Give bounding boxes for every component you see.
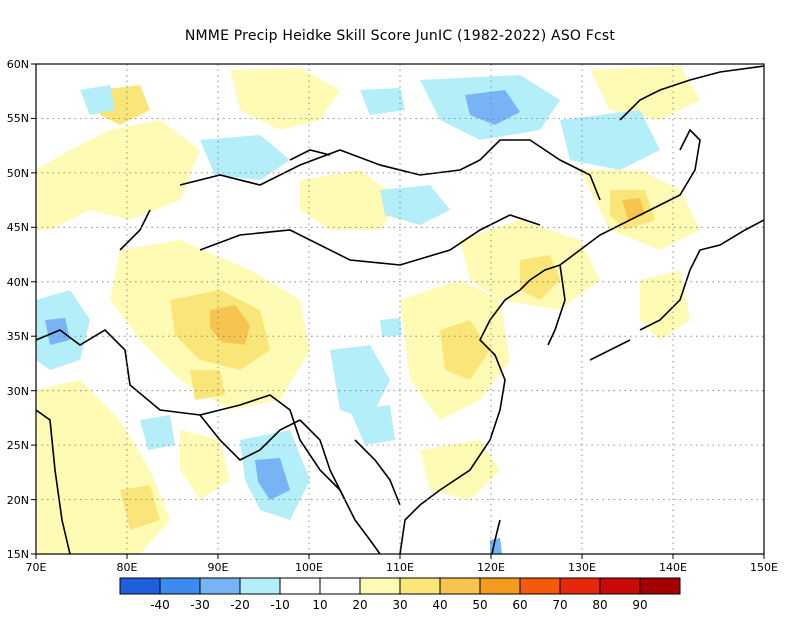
- colorbar-swatch: [640, 578, 680, 594]
- neg-skill-region: [380, 318, 402, 337]
- boundaries: [36, 65, 764, 554]
- neg-skill-region: [360, 88, 405, 115]
- colorbar: -40 -30 -20 -10 10 20 30 40 50 60 70 80 …: [119, 577, 681, 612]
- border-outline: [354, 439, 401, 506]
- neg-skill-region: [330, 345, 390, 420]
- pos-skill-region: [590, 66, 700, 120]
- border-outline: [299, 419, 346, 501]
- pos-skill-region: [36, 380, 170, 554]
- gridlines: [36, 64, 764, 554]
- pos-skill-region: [300, 170, 400, 230]
- coastline-outline: [589, 339, 631, 361]
- lat-tick-label: 50N: [7, 167, 29, 180]
- lon-tick-label: 100E: [295, 561, 323, 574]
- strong-neg-skill-region: [255, 458, 290, 500]
- pos-skill-region: [120, 485, 160, 530]
- colorbar-swatch: [560, 578, 600, 594]
- colorbar-swatch: [520, 578, 560, 594]
- lat-tick-label: 30N: [7, 385, 29, 398]
- pos-skill-region: [440, 320, 490, 380]
- neg-skill-region: [200, 135, 290, 180]
- colorbar-label: 60: [512, 598, 527, 612]
- coastline-outline: [399, 289, 521, 554]
- lon-tick-labels: 70E 80E 90E 100E 110E 120E 130E 140E 150…: [26, 561, 778, 574]
- border-outline: [199, 214, 541, 266]
- lon-tick-label: 90E: [208, 561, 229, 574]
- colorbar-label: 40: [432, 598, 447, 612]
- colorbar-label: -40: [150, 598, 170, 612]
- pos-skill-region: [36, 120, 200, 230]
- neg-skill-region: [380, 185, 450, 225]
- lon-tick-label: 110E: [386, 561, 414, 574]
- colorbar-swatch: [360, 578, 400, 594]
- map-title: NMME Precip Heidke Skill Score JunIC (19…: [184, 28, 616, 44]
- colorbar-swatch: [440, 578, 480, 594]
- lon-tick-label: 80E: [117, 561, 138, 574]
- border-outline: [119, 209, 151, 251]
- lon-tick-label: 130E: [568, 561, 596, 574]
- coastline-outline: [491, 519, 501, 554]
- coastline-outline: [36, 409, 71, 554]
- neg-skill-region: [350, 405, 395, 445]
- colorbar-label: 30: [392, 598, 407, 612]
- colorbar-swatch: [280, 578, 320, 594]
- pos-skill-region: [420, 440, 500, 500]
- strong-neg-skill-region: [465, 90, 520, 125]
- border-outline: [199, 414, 301, 461]
- lat-tick-label: 45N: [7, 221, 29, 234]
- border-outline: [289, 149, 331, 161]
- coastline-outline: [619, 65, 764, 121]
- neg-skill-region: [560, 110, 660, 170]
- neg-skill-region: [80, 85, 115, 115]
- pos-skill-region: [230, 68, 340, 130]
- lon-tick-label: 140E: [659, 561, 687, 574]
- pos-skill-region: [520, 255, 560, 300]
- lat-tick-label: 35N: [7, 330, 29, 343]
- lon-tick-label: 150E: [750, 561, 778, 574]
- colorbar-label: 70: [552, 598, 567, 612]
- pos-skill-region: [640, 270, 690, 340]
- colorbar-swatch: [160, 578, 200, 594]
- colorbar-swatch: [240, 578, 280, 594]
- colorbar-label: 20: [352, 598, 367, 612]
- lat-tick-label: 40N: [7, 276, 29, 289]
- lat-tick-label: 20N: [7, 494, 29, 507]
- colorbar-swatch: [480, 578, 520, 594]
- colorbar-swatch: [400, 578, 440, 594]
- colorbar-label: 50: [472, 598, 487, 612]
- strong-pos-skill-region: [210, 305, 250, 345]
- colorbar-dividers: [159, 578, 641, 594]
- lat-tick-label: 15N: [7, 548, 29, 561]
- colorbar-label: 80: [592, 598, 607, 612]
- colorbar-swatch: [320, 578, 360, 594]
- lon-tick-label: 120E: [477, 561, 505, 574]
- lat-tick-label: 55N: [7, 112, 29, 125]
- colorbar-label: -10: [270, 598, 290, 612]
- colorbar-label: -30: [190, 598, 210, 612]
- colorbar-label: 90: [632, 598, 647, 612]
- border-outline: [179, 139, 601, 201]
- pos-skill-region: [100, 85, 150, 125]
- colorbar-swatch: [120, 578, 160, 594]
- lon-tick-label: 70E: [26, 561, 47, 574]
- colorbar-swatch: [600, 578, 640, 594]
- pos-skill-region: [190, 370, 225, 400]
- coastline-outline: [559, 128, 701, 266]
- tick-marks: [31, 63, 765, 559]
- lat-tick-labels: 60N 55N 50N 45N 40N 35N 30N 25N 20N 15N: [7, 58, 29, 561]
- colorbar-label: 10: [312, 598, 327, 612]
- skill-field: [36, 66, 700, 554]
- lat-tick-label: 25N: [7, 439, 29, 452]
- pos-skill-region: [180, 430, 230, 500]
- lat-tick-label: 60N: [7, 58, 29, 71]
- colorbar-swatch: [200, 578, 240, 594]
- neg-skill-region: [140, 415, 175, 450]
- coastline-outline: [639, 219, 764, 331]
- colorbar-label: -20: [230, 598, 250, 612]
